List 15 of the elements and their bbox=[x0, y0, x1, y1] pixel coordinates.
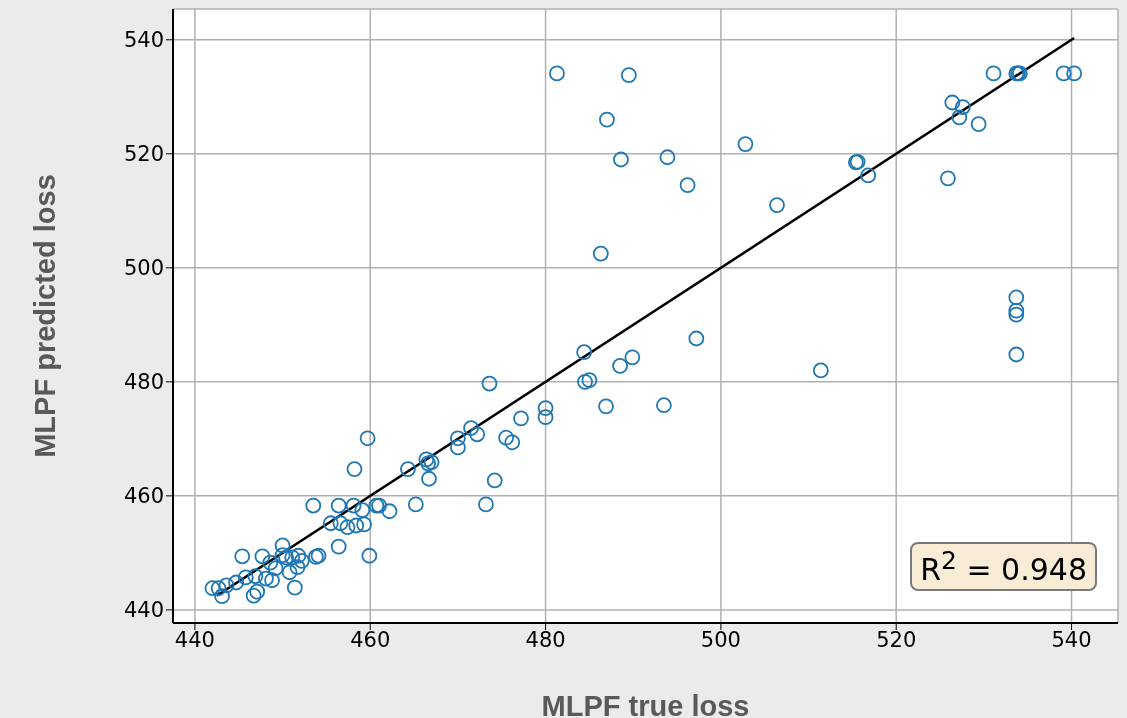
y-axis-title: MLPF predicted loss bbox=[29, 174, 62, 458]
x-tick-label: 480 bbox=[525, 627, 566, 652]
y-tick-label: 480 bbox=[123, 370, 164, 395]
x-tick-label: 440 bbox=[174, 627, 215, 652]
y-tick-label: 520 bbox=[123, 142, 164, 167]
x-axis-title: MLPF true loss bbox=[541, 690, 750, 718]
x-tick-label: 540 bbox=[1051, 627, 1092, 652]
x-tick-label: 460 bbox=[350, 627, 391, 652]
x-tick-label: 520 bbox=[876, 627, 917, 652]
y-tick-label: 540 bbox=[123, 28, 164, 53]
annotation: R$^{2}$ = 0.948 bbox=[910, 542, 1097, 591]
y-tick-label: 460 bbox=[123, 484, 164, 509]
x-tick-label: 500 bbox=[700, 627, 741, 652]
y-tick-label: 500 bbox=[123, 256, 164, 281]
y-tick-label: 440 bbox=[123, 598, 164, 623]
